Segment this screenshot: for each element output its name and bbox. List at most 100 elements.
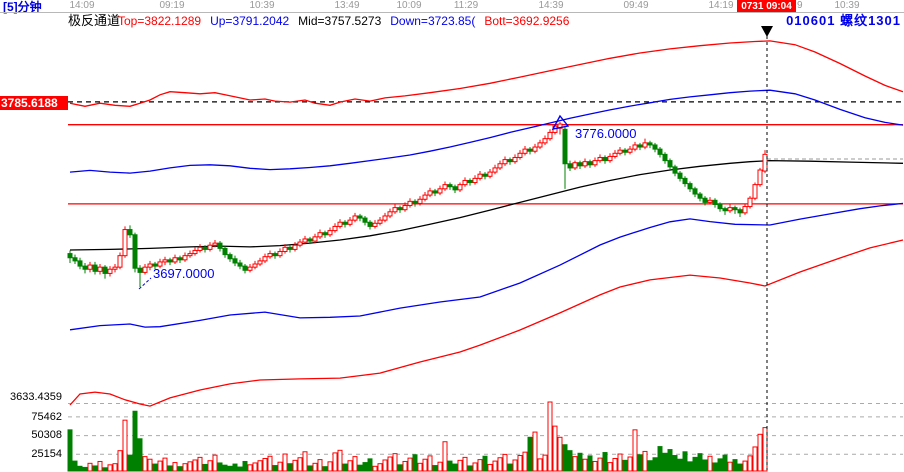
volume-bar	[752, 446, 758, 472]
candle-body	[672, 166, 678, 174]
candle-body	[112, 266, 118, 270]
volume-bar	[117, 450, 123, 472]
volume-bar	[252, 462, 258, 472]
volume-bar	[682, 451, 688, 472]
candle-body	[562, 128, 568, 165]
candle-body	[387, 211, 393, 217]
candle-body	[187, 253, 193, 257]
candle-body	[267, 253, 273, 258]
candle-body	[297, 241, 303, 246]
volume-bar	[157, 460, 163, 472]
volume-bar	[522, 451, 528, 472]
candle-body	[702, 197, 708, 203]
volume-bar	[717, 458, 723, 472]
candle-body	[657, 148, 663, 155]
volume-bar	[477, 459, 483, 472]
volume-bar	[447, 460, 453, 472]
candle-body	[462, 179, 468, 186]
candle-body	[257, 260, 263, 265]
volume-bar	[402, 460, 408, 472]
volume-bar	[502, 453, 508, 472]
channel-values: Top=3822.1289 Up=3791.2042 Mid=3757.5273 Do…	[118, 14, 578, 28]
indicator-name: 极反通道	[68, 13, 121, 28]
candle-body	[607, 155, 613, 162]
candle-body	[447, 184, 453, 188]
volume-bar	[277, 461, 283, 472]
channel-value-0: Top=3822.1289	[118, 14, 202, 28]
candle-body	[572, 162, 578, 169]
time-label: 14:19	[708, 0, 734, 11]
candle-body	[602, 156, 608, 162]
volume-bar	[557, 436, 563, 472]
candle-body	[182, 255, 188, 261]
channel-value-1: Up=3791.2042	[210, 14, 290, 28]
candle-body	[232, 258, 238, 264]
volume-bar	[337, 449, 343, 472]
candle-body	[742, 206, 748, 214]
volume-bar	[307, 465, 313, 472]
volume-bar	[267, 455, 273, 472]
candle-body	[127, 229, 133, 236]
volume-bar	[487, 463, 493, 472]
volume-bar	[97, 460, 103, 472]
candle-body	[207, 244, 213, 250]
volume-bar	[527, 436, 533, 472]
volume-bar	[452, 463, 458, 472]
low-price-axis-label: 3633.4359	[10, 391, 62, 403]
candle-body	[307, 238, 313, 242]
volume-bar	[202, 463, 208, 472]
volume-bar	[507, 463, 513, 472]
volume-bar	[617, 453, 623, 472]
volume-bar	[152, 463, 158, 472]
candle-body	[717, 203, 723, 210]
volume-bar	[577, 452, 583, 472]
time-label: 09:49	[623, 0, 649, 11]
volume-bar	[702, 459, 708, 472]
volume-bar	[457, 459, 463, 472]
candle-body	[642, 142, 648, 148]
candle-body	[722, 208, 728, 212]
volume-bar	[587, 455, 593, 472]
volume-bar	[292, 459, 298, 472]
volume-bar	[272, 465, 278, 472]
candle-body	[652, 144, 658, 150]
volume-bar	[412, 454, 418, 472]
volume-bar	[77, 465, 83, 472]
volume-bar	[567, 450, 573, 472]
volume-bar	[747, 455, 753, 472]
volume-bar	[322, 466, 328, 472]
volume-bar	[657, 446, 663, 472]
candle-body	[537, 142, 543, 148]
candle-body	[272, 253, 278, 257]
volume-bar	[222, 464, 228, 472]
volume-bar	[632, 429, 638, 472]
volume-bar	[392, 453, 398, 472]
volume-bar	[762, 427, 768, 472]
candle-body	[697, 193, 703, 199]
candle-body	[102, 266, 108, 274]
candle-body	[382, 215, 388, 221]
volume-bar	[722, 454, 728, 472]
volume-bar	[182, 463, 188, 472]
candle-body	[67, 253, 73, 259]
candle-body	[577, 162, 583, 167]
volume-bar	[87, 462, 93, 472]
low-annotation: 3697.0000	[153, 266, 215, 281]
volume-bar	[132, 410, 138, 472]
volume-bar	[162, 457, 168, 472]
candle-body	[402, 205, 408, 211]
candle-body	[412, 200, 418, 204]
candle-body	[97, 266, 103, 272]
candle-body	[317, 232, 323, 238]
volume-tick-75462: 75462	[31, 411, 62, 423]
volume-bar	[142, 456, 148, 472]
volume-bar	[192, 459, 198, 472]
volume-bar	[82, 466, 88, 472]
candle-body	[222, 247, 228, 256]
volume-bar	[217, 462, 223, 472]
volume-bar	[597, 457, 603, 472]
candle-body	[352, 215, 358, 221]
candle-body	[92, 264, 98, 272]
